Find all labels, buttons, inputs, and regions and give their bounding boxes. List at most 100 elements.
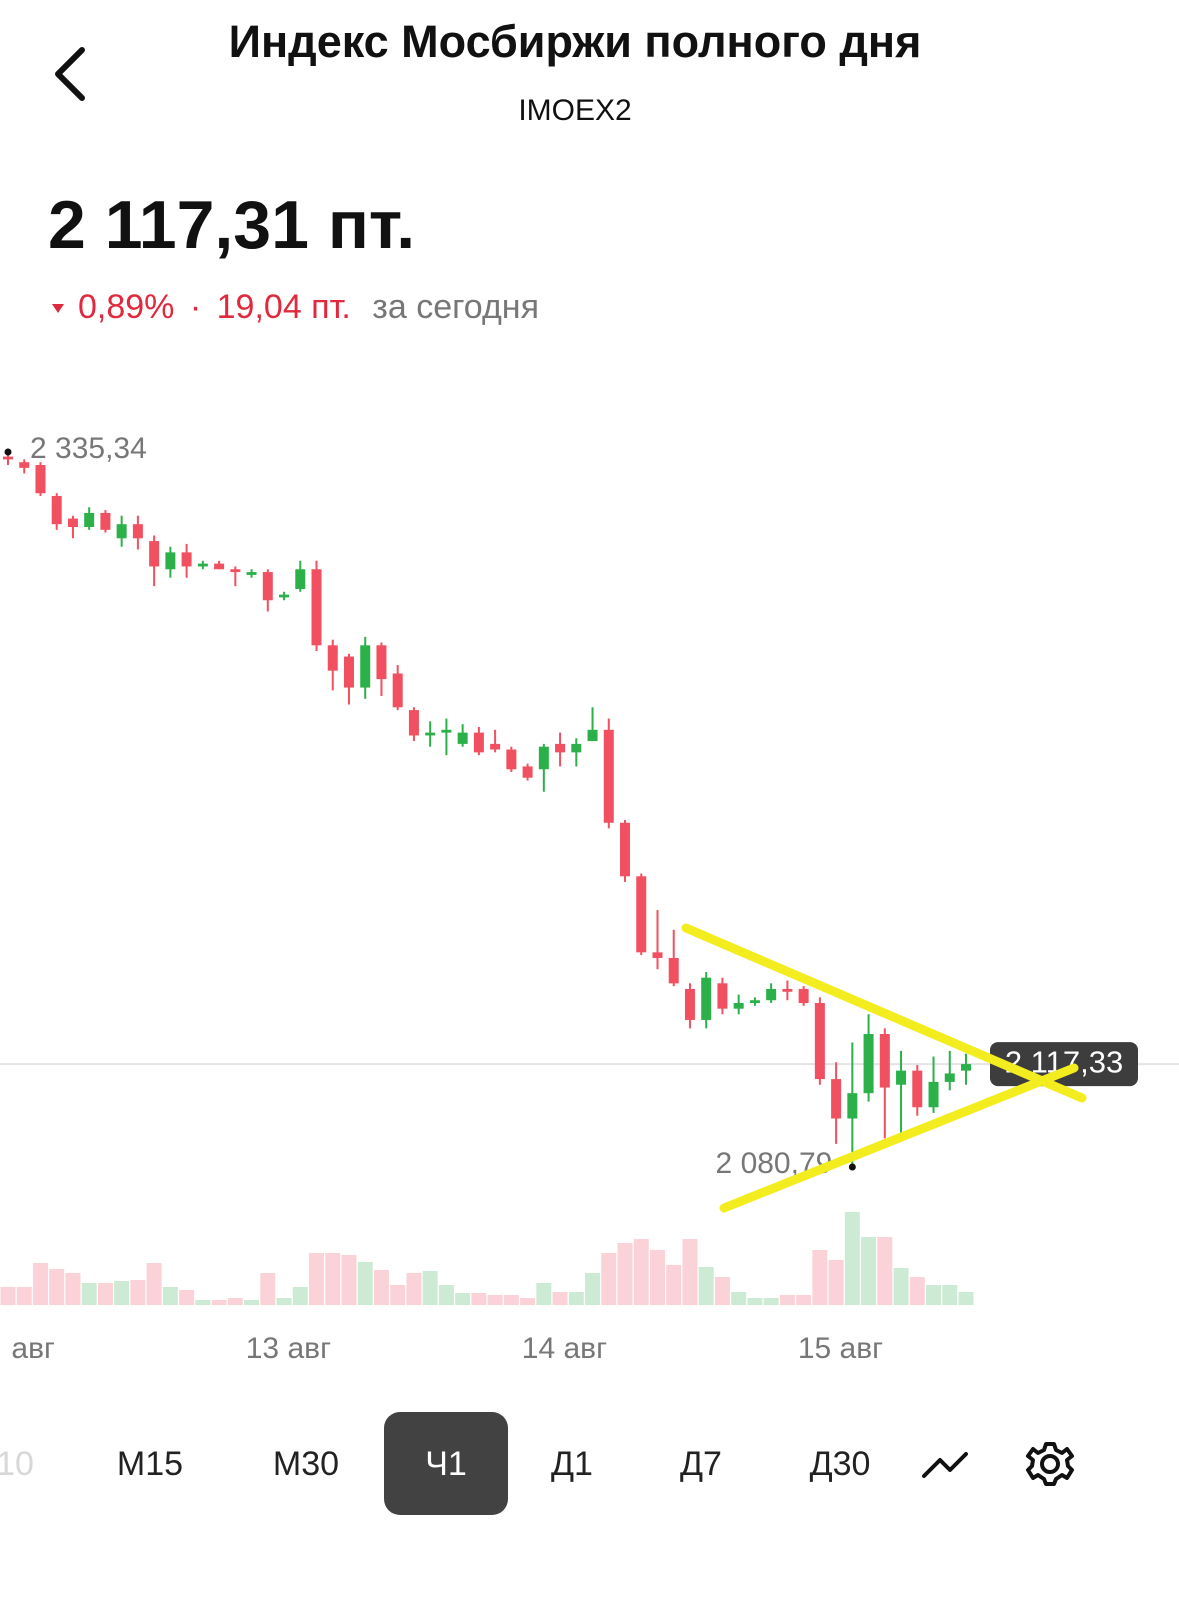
candle-body — [782, 988, 793, 992]
low-dot — [848, 1163, 856, 1171]
candle-body — [457, 732, 468, 744]
candle-body — [311, 569, 322, 646]
candle-body — [717, 983, 728, 1009]
volume-bar — [422, 1271, 438, 1305]
candle-body — [100, 512, 111, 530]
volume-bar — [32, 1263, 48, 1305]
candle-body — [636, 876, 647, 953]
candle-body — [912, 1070, 923, 1108]
volume-bar — [146, 1263, 162, 1305]
subtitle: IMOEX2 — [518, 94, 631, 127]
volume-bar — [341, 1255, 357, 1305]
volume-bar — [390, 1285, 406, 1305]
volume-bar — [81, 1283, 97, 1305]
candle-body — [441, 729, 452, 733]
volume-bar — [438, 1285, 454, 1305]
volume-bar — [260, 1273, 276, 1305]
volume-bar — [877, 1237, 893, 1305]
volume-bar — [942, 1285, 958, 1305]
tab-bar: 10 М15 М30 Ч1 Д1 Д7 Д30 — [0, 1412, 870, 1515]
volume-bar — [731, 1292, 747, 1305]
candle-body — [19, 462, 30, 468]
candle-body — [603, 729, 614, 823]
volume-bar — [585, 1273, 601, 1305]
volume-bar — [714, 1277, 730, 1305]
volume-bar — [828, 1260, 844, 1305]
volume-bar — [698, 1267, 714, 1305]
candle-body — [522, 766, 533, 778]
volume-bar — [926, 1285, 942, 1305]
volume-bar — [487, 1295, 503, 1305]
candle-body — [555, 743, 566, 753]
volume-bar — [357, 1262, 373, 1305]
high-label: 2 335,34 — [30, 432, 147, 465]
settings-button[interactable] — [1026, 1442, 1074, 1486]
volume-bar — [909, 1277, 925, 1305]
candle-body — [132, 524, 143, 539]
volume-bar — [682, 1239, 698, 1305]
tab[interactable]: Д1 — [551, 1445, 593, 1483]
volume-bar — [844, 1212, 860, 1305]
candle-body — [343, 656, 354, 688]
candle-body — [749, 1000, 760, 1004]
candle-body — [896, 1070, 907, 1085]
candle-body — [538, 746, 549, 770]
candle-body — [116, 524, 127, 539]
tab[interactable]: М30 — [273, 1445, 339, 1483]
volume-bar — [373, 1270, 389, 1305]
candle-body — [279, 594, 290, 598]
candle-body — [652, 952, 663, 958]
volume-bar — [747, 1298, 763, 1305]
tab[interactable]: Ч1 — [425, 1445, 467, 1483]
gear — [1026, 1442, 1074, 1486]
volume-bar — [244, 1300, 260, 1305]
volume-bar — [666, 1265, 682, 1305]
separator: · — [190, 288, 201, 326]
candle-body — [506, 749, 517, 770]
volume-bar — [503, 1295, 519, 1305]
annotation-line — [719, 1063, 1079, 1213]
x-tick-label: авг — [11, 1332, 55, 1365]
volume-bar — [861, 1237, 877, 1305]
candle-body — [571, 743, 582, 753]
candle-body — [473, 732, 484, 753]
volume-bar — [49, 1269, 65, 1305]
candle-body — [490, 743, 501, 750]
volume-bar — [406, 1273, 422, 1305]
title: Индекс Мосбиржи полного дня — [229, 16, 922, 67]
candle-body — [620, 822, 631, 877]
volume-bar — [633, 1239, 649, 1305]
change-row: 0,89% · 19,04 пт. за сегодня — [78, 288, 539, 326]
candle-body — [668, 957, 679, 984]
candle-body — [84, 512, 95, 528]
candle-body — [246, 572, 257, 575]
tab[interactable]: Д7 — [680, 1445, 722, 1483]
candle-body — [587, 729, 598, 742]
candle-body — [766, 988, 777, 1001]
change-points: 19,04 пт. — [217, 288, 351, 326]
volume-bar — [162, 1287, 178, 1305]
tab[interactable]: 10 — [0, 1445, 34, 1483]
volume-bar — [325, 1253, 341, 1305]
candle-body — [51, 496, 62, 525]
candle-body — [814, 1003, 825, 1080]
volume-bar — [65, 1273, 81, 1305]
chart-type-button[interactable] — [922, 1452, 968, 1478]
candle-body — [701, 977, 712, 1020]
change-percent: 0,89% — [78, 288, 174, 326]
candle-body — [928, 1081, 939, 1108]
annotation-line — [681, 923, 1087, 1103]
tab[interactable]: Д30 — [810, 1445, 871, 1483]
volume-bar — [568, 1292, 584, 1305]
candle-body — [831, 1079, 842, 1119]
candle-body — [360, 645, 371, 688]
volume-bar — [812, 1250, 828, 1305]
volume-bar — [536, 1283, 552, 1305]
tab[interactable]: М15 — [117, 1445, 183, 1483]
high-dot — [4, 448, 12, 456]
gear-hole — [1040, 1454, 1060, 1474]
candle-body — [197, 563, 208, 567]
volume-bar — [0, 1287, 16, 1305]
back-button[interactable] — [55, 47, 85, 101]
